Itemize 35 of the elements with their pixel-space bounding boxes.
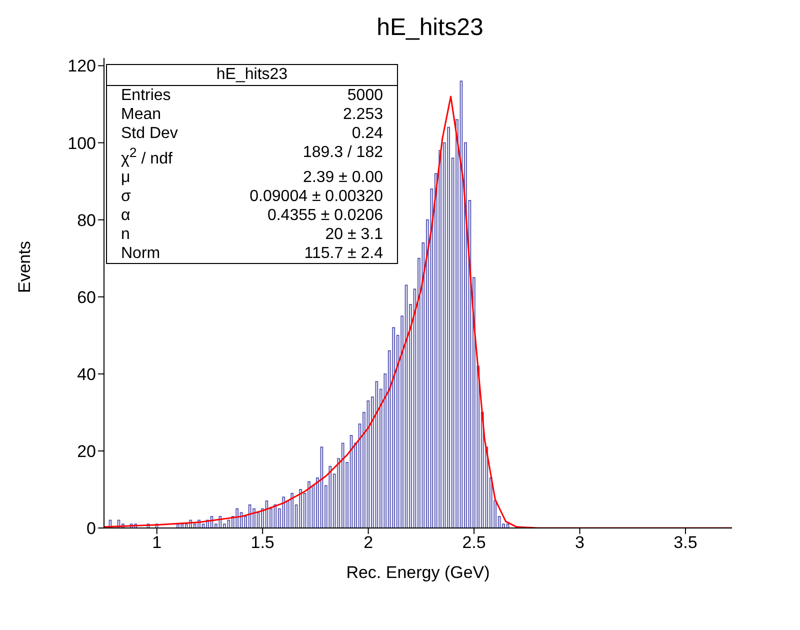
y-tick-label: 0: [86, 519, 96, 538]
y-tick-label: 100: [68, 134, 96, 153]
annotation: n: [121, 225, 130, 244]
annotation: 0.4355 ± 0.0206: [267, 206, 383, 226]
annotation: 2.39 ± 0.00: [303, 168, 383, 188]
y-tick-label: 80: [77, 210, 96, 230]
y-axis-title: Events: [15, 241, 34, 293]
annotation: χ$^{2}$ / ndf: [121, 144, 172, 168]
x-tick-label: 2: [364, 533, 374, 552]
annotation: 20 ± 3.1: [325, 225, 383, 244]
annotation: 0.24: [352, 124, 383, 143]
x-axis-title: Rec. Energy (GeV): [346, 563, 490, 582]
y-tick-label: 120: [68, 56, 96, 76]
annotation: μ: [121, 168, 130, 188]
annotation: Norm: [121, 244, 160, 264]
x-tick-label: 2.5: [462, 533, 486, 552]
x-tick-label: 3.5: [674, 533, 698, 552]
annotation: Std Dev: [121, 124, 178, 143]
annotation: σ: [121, 187, 131, 206]
annotation: 0.09004 ± 0.00320: [250, 187, 383, 206]
chart-title: hE_hits23: [376, 13, 484, 43]
y-tick-label: 60: [77, 288, 96, 307]
x-tick-label: 1.5: [250, 533, 274, 552]
annotation: 189.3 / 182: [302, 143, 383, 163]
annotation: 5000: [347, 86, 383, 105]
x-tick-label: 3: [575, 533, 584, 552]
annotation: hE_hits23: [107, 65, 397, 86]
annotation: 115.7 ± 2.4: [304, 244, 383, 264]
annotation: Mean: [121, 105, 162, 124]
x-tick-label: 1: [152, 533, 162, 552]
annotation: 2.253: [342, 105, 383, 124]
y-tick-label: 40: [77, 364, 96, 384]
annotation: Entries: [121, 86, 171, 105]
y-tick-label: 20: [77, 442, 96, 461]
annotation: α: [121, 206, 130, 226]
